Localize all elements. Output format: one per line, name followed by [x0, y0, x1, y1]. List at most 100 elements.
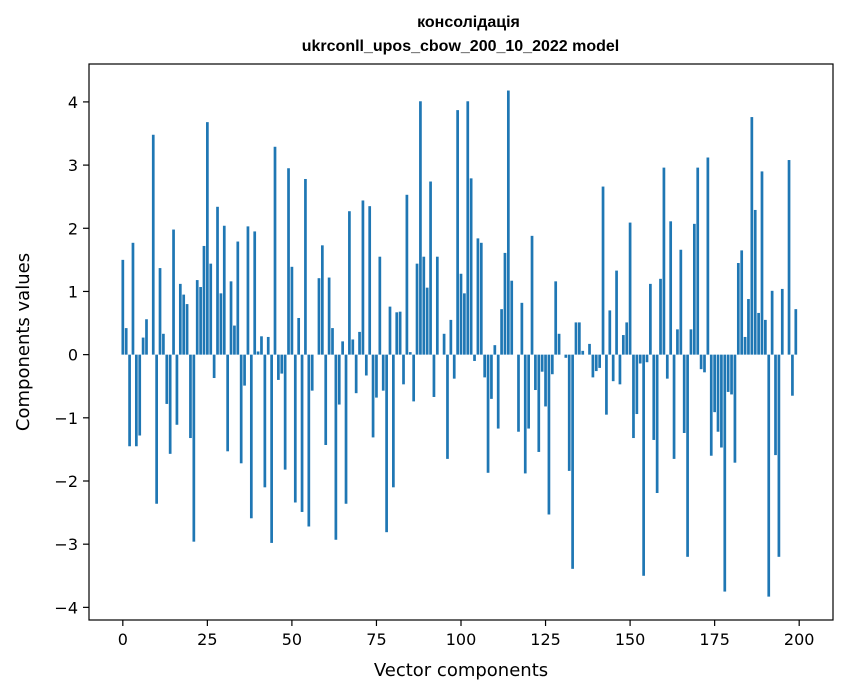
bar — [145, 319, 148, 355]
x-axis-ticks: 0 25 50 75 100 125 150 175 200 — [118, 620, 815, 649]
bar — [760, 171, 764, 355]
bar — [277, 354, 280, 380]
bar — [446, 354, 449, 459]
bar — [361, 200, 365, 355]
bar — [557, 333, 561, 355]
bar — [483, 354, 487, 378]
bar — [696, 167, 700, 355]
bar — [490, 354, 493, 399]
bar — [432, 354, 436, 397]
bar — [625, 322, 629, 355]
bar — [415, 263, 419, 355]
bar — [256, 351, 260, 355]
bar — [534, 354, 537, 391]
bar — [310, 354, 314, 391]
bar — [500, 309, 503, 355]
bar — [655, 354, 659, 494]
bar — [638, 354, 642, 364]
bar — [236, 241, 240, 355]
bar — [128, 354, 131, 447]
bar — [124, 328, 128, 355]
bar — [388, 306, 392, 355]
bar — [720, 354, 723, 448]
bar — [679, 249, 683, 355]
bar — [392, 354, 395, 488]
bar — [273, 146, 277, 355]
x-tick-label: 75 — [366, 630, 386, 649]
bar — [287, 168, 290, 355]
bar — [253, 231, 257, 355]
bar — [506, 90, 510, 355]
x-axis-label: Vector components — [374, 660, 548, 681]
x-tick-label: 150 — [615, 630, 646, 649]
bar — [662, 167, 666, 355]
bar — [158, 268, 162, 355]
bar — [676, 329, 679, 355]
bar — [740, 250, 744, 355]
bar — [777, 354, 781, 557]
bar — [642, 354, 645, 576]
x-tick-label: 175 — [699, 630, 730, 649]
bar — [216, 206, 219, 355]
bar — [155, 354, 158, 504]
bar — [703, 354, 706, 373]
bar — [168, 354, 172, 454]
bar — [442, 333, 446, 355]
bar — [733, 354, 737, 463]
bar — [209, 263, 213, 355]
bar — [398, 311, 402, 355]
bar — [649, 283, 652, 355]
bar — [344, 354, 348, 504]
bar — [659, 278, 662, 355]
bar — [520, 302, 524, 355]
y-tick-label: −2 — [54, 472, 78, 491]
bar — [652, 354, 656, 440]
bar — [547, 354, 551, 515]
bar — [753, 209, 757, 355]
bar — [669, 221, 673, 355]
bar — [219, 293, 223, 355]
bar — [260, 336, 263, 355]
bar — [598, 354, 602, 368]
bar — [290, 266, 294, 355]
bar — [425, 287, 429, 355]
bar — [730, 354, 733, 395]
bar — [405, 194, 409, 355]
bar — [341, 341, 344, 355]
bar — [172, 229, 175, 355]
bar — [243, 354, 246, 386]
x-tick-label: 0 — [118, 630, 128, 649]
bar — [594, 354, 598, 372]
bar — [523, 354, 527, 474]
x-tick-label: 200 — [784, 630, 815, 649]
y-tick-label: 3 — [68, 156, 78, 175]
bar — [615, 270, 618, 355]
bar — [195, 280, 199, 355]
bar — [331, 328, 334, 355]
bar — [527, 354, 530, 429]
bar — [517, 354, 520, 432]
bar — [246, 226, 250, 355]
bar — [131, 242, 135, 355]
bar — [493, 345, 497, 355]
bar — [408, 352, 412, 355]
bar — [588, 343, 591, 355]
bar — [402, 354, 405, 385]
bar — [574, 322, 578, 355]
bar — [222, 225, 226, 355]
bar — [581, 350, 585, 355]
bar — [293, 354, 297, 503]
bar — [618, 354, 622, 385]
bar — [621, 335, 625, 355]
bar — [226, 354, 230, 452]
bar — [645, 354, 649, 363]
bar — [459, 273, 463, 355]
bar — [463, 293, 466, 355]
bar — [537, 354, 541, 452]
bar — [364, 354, 368, 376]
bar — [395, 312, 399, 355]
y-tick-label: 2 — [68, 219, 78, 238]
x-tick-label: 125 — [530, 630, 561, 649]
bar — [757, 312, 760, 355]
bar — [270, 354, 273, 543]
